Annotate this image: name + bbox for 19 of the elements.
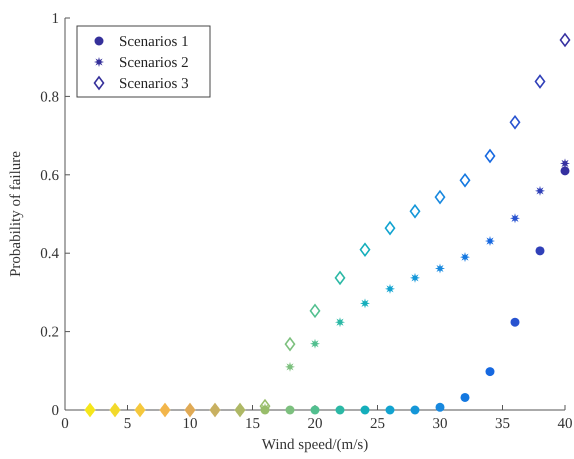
y-tick-label: 0	[52, 403, 59, 419]
x-axis-title: Wind speed/(m/s)	[262, 437, 368, 453]
x-tick-label: 30	[432, 416, 448, 432]
x-tick-label: 40	[558, 416, 572, 432]
y-tick-label: 0.2	[40, 324, 59, 341]
x-tick-label: 10	[182, 416, 198, 432]
legend-label: Scenarios 1	[119, 34, 189, 50]
y-tick-label: 0.8	[40, 89, 59, 106]
x-tick-label: 15	[245, 416, 260, 432]
y-tick-label: 0.4	[40, 246, 60, 262]
legend-label: Scenarios 3	[119, 76, 189, 92]
x-tick-label: 20	[308, 416, 322, 432]
y-tick-label: 1	[52, 11, 59, 27]
x-tick-label: 25	[370, 416, 385, 432]
y-tick-label: 0.6	[40, 168, 60, 184]
legend-label: Scenarios 2	[119, 55, 189, 71]
y-axis-title: Probability of failure	[8, 150, 24, 277]
x-tick-label: 35	[495, 416, 510, 432]
x-tick-label: 5	[124, 416, 132, 432]
